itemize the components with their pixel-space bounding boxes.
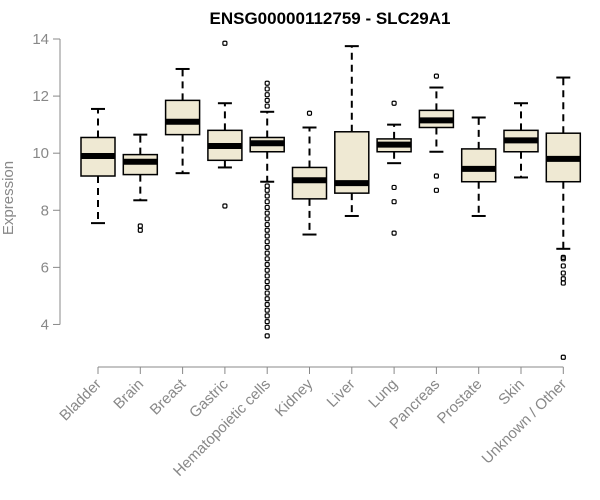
outlier-point <box>264 216 270 222</box>
outlier-point <box>264 261 270 268</box>
box-liver <box>334 45 370 217</box>
outlier-point <box>264 296 270 302</box>
chart-title: ENSG00000112759 - SLC29A1 <box>210 9 451 28</box>
outlier-point <box>264 80 270 86</box>
y-tick-label: 14 <box>32 31 49 48</box>
outlier-point <box>264 267 270 273</box>
x-tick-label: Liver <box>324 376 359 411</box>
box-bladder <box>80 107 116 225</box>
x-tick-label: Bladder <box>56 376 105 425</box>
outlier-point <box>264 86 270 92</box>
outlier-point <box>264 313 270 319</box>
iqr-box <box>164 99 201 136</box>
box-breast <box>164 67 201 175</box>
y-tick-label: 8 <box>41 202 49 219</box>
outlier-point <box>264 333 270 339</box>
outlier-point <box>264 221 270 228</box>
box-hematopoietic-cells <box>249 80 285 339</box>
outlier-point <box>222 203 228 209</box>
outlier-point <box>222 40 228 46</box>
box-prostate <box>460 116 497 217</box>
outlier-point <box>264 324 270 330</box>
box-pancreas <box>418 73 455 193</box>
y-tick-label: 6 <box>41 259 49 276</box>
y-tick-label: 12 <box>32 88 49 105</box>
outlier-point <box>264 204 270 211</box>
box-brain <box>122 133 159 233</box>
outlier-point <box>560 254 566 260</box>
outlier-point <box>560 270 566 276</box>
outlier-point <box>264 183 270 189</box>
box-kidney <box>291 110 328 236</box>
y-tick-label: 4 <box>41 316 49 333</box>
outlier-point <box>264 244 270 250</box>
x-tick-label: Lung <box>365 376 401 412</box>
outlier-point <box>264 103 270 109</box>
box-unknown-other <box>545 76 582 360</box>
outlier-point <box>560 354 566 360</box>
outlier-point <box>264 250 270 256</box>
y-axis-label: Expression <box>0 161 17 235</box>
x-tick-label: Skin <box>495 376 528 409</box>
outlier-point <box>391 100 397 106</box>
outlier-point <box>264 273 270 279</box>
outlier-point <box>391 199 397 205</box>
outlier-point <box>264 290 270 296</box>
outlier-point <box>264 199 270 205</box>
outlier-point <box>264 307 270 313</box>
x-tick-label: Prostate <box>434 376 486 428</box>
y-tick-label: 10 <box>32 145 49 162</box>
outlier-point <box>433 187 439 193</box>
outlier-point <box>560 276 566 282</box>
outlier-point <box>391 230 397 236</box>
x-tick-label: Breast <box>147 375 190 418</box>
outlier-point <box>137 227 143 233</box>
outlier-point <box>264 227 270 233</box>
boxes <box>80 40 582 360</box>
box-skin <box>503 102 539 179</box>
outlier-point <box>264 92 270 98</box>
box-lung <box>376 100 412 236</box>
outlier-point <box>264 256 270 262</box>
outlier-point <box>137 223 143 229</box>
x-tick-label: Brain <box>110 376 147 413</box>
outlier-point <box>433 173 439 179</box>
outlier-point <box>560 280 566 286</box>
outlier-point <box>306 110 313 116</box>
outlier-point <box>433 73 439 79</box>
outlier-point <box>391 184 397 191</box>
outlier-point <box>264 97 270 103</box>
outlier-point <box>264 319 270 325</box>
x-tick-label: Kidney <box>272 375 317 420</box>
outlier-point <box>264 301 270 308</box>
outlier-point <box>264 233 270 239</box>
outlier-point <box>560 263 566 269</box>
outlier-point <box>264 284 270 290</box>
box-gastric <box>207 40 243 209</box>
outlier-point <box>264 279 270 285</box>
outlier-point <box>264 187 270 193</box>
iqr-box <box>460 148 497 183</box>
outlier-point <box>264 239 270 245</box>
outlier-point <box>264 210 270 216</box>
y-axis: 4 6 8 10 12 14 <box>32 31 61 333</box>
outlier-point <box>264 193 270 199</box>
